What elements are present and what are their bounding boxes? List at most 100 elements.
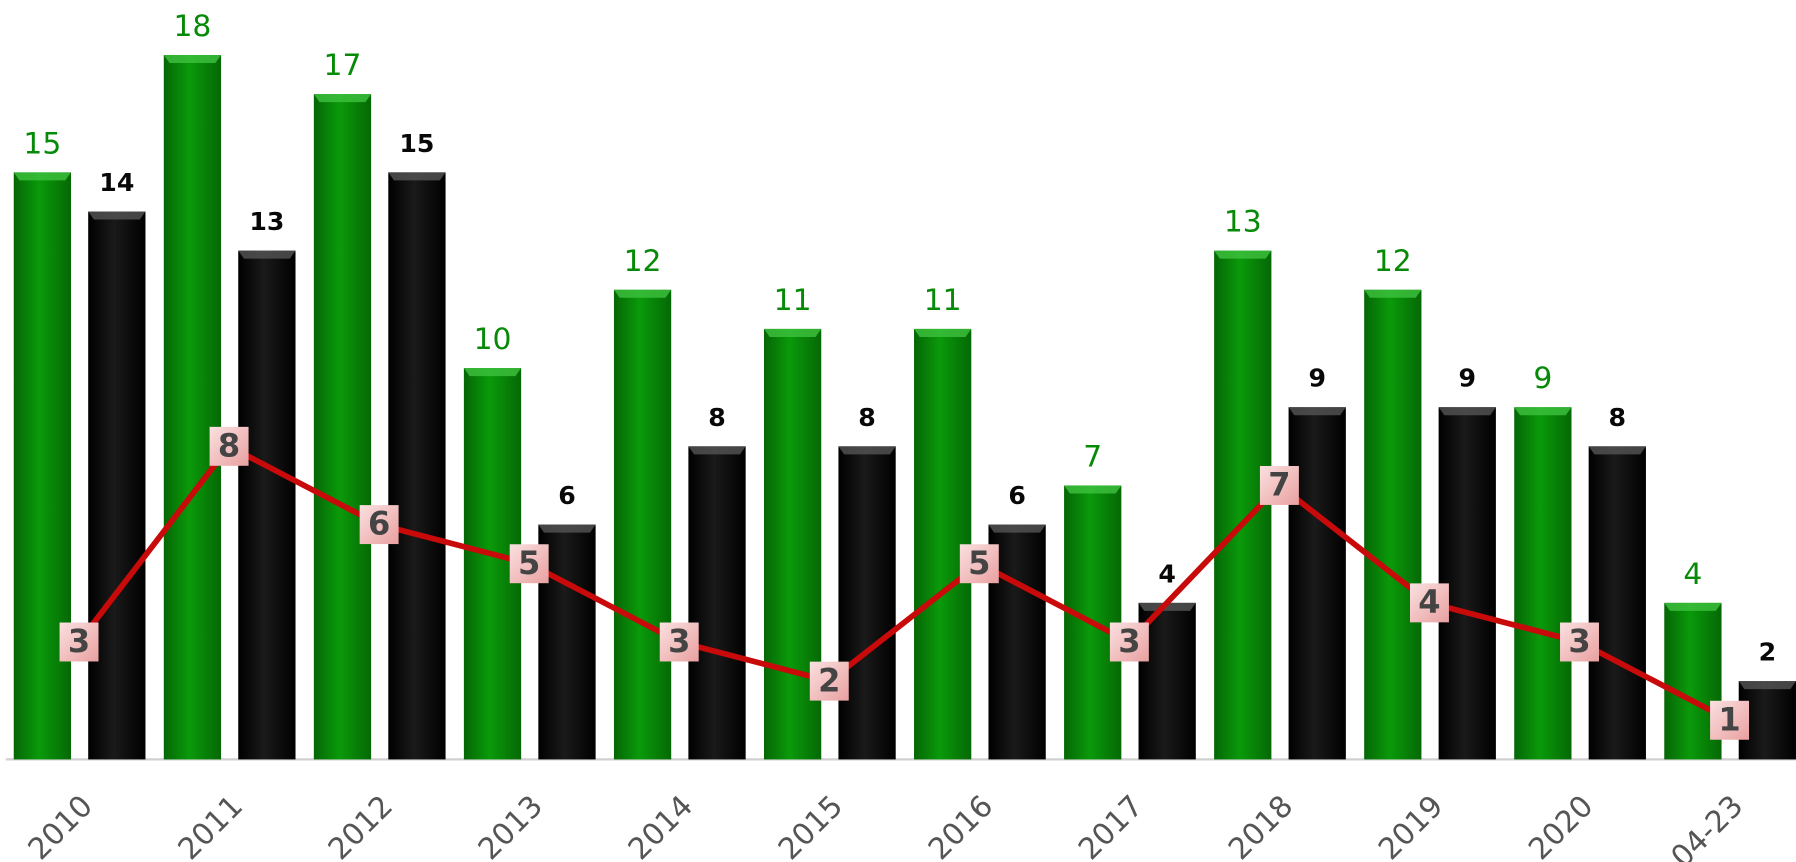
x-tick-label: 2017 [1072,789,1150,862]
line-marker [59,622,99,662]
bar-cap [538,524,596,533]
bar-cap [1288,407,1346,416]
bar-cap [763,328,822,337]
bar [1514,407,1572,760]
line-marker [959,544,999,584]
value-label: 8 [858,403,876,432]
x-tick-label: 2014 [622,789,700,862]
value-label: 15 [23,126,61,161]
bar-cap [1588,446,1646,455]
line-marker [1109,622,1149,662]
bar-cap [838,446,896,455]
bar-cap [1214,250,1272,259]
value-label: 7 [1083,439,1102,474]
value-label: 9 [1308,364,1326,393]
value-label: 17 [324,48,362,83]
x-tick-label: 2012 [322,789,400,862]
bar-cap [1064,485,1122,494]
value-label: 12 [624,244,662,279]
x-tick-label: 2010 [22,789,100,862]
bar-cap [1664,602,1722,611]
bar [163,54,222,760]
bar-cap [163,54,222,63]
bar-cap [463,368,522,377]
line-marker [1259,465,1299,505]
line-value-label: 3 [68,622,90,660]
line-value-label: 2 [818,661,840,699]
line-marker [659,622,699,662]
line-value-label: 3 [1118,622,1140,660]
line-marker [1710,700,1750,740]
value-label: 8 [1609,403,1627,432]
line-value-label: 5 [518,544,540,582]
value-label: 9 [1533,361,1552,396]
bar [838,446,896,760]
bar-cap [1364,289,1422,298]
line-marker [359,505,399,545]
line-marker [1409,583,1449,623]
line-value-label: 3 [1568,622,1590,660]
bar [88,211,146,760]
x-tick-label: 2016 [922,789,1000,862]
bar [313,94,372,760]
bar-cap [13,172,72,181]
value-label: 13 [249,207,284,236]
x-tick-label: 2018 [1222,789,1300,862]
value-label: 6 [558,481,576,510]
bar-cap [688,446,746,455]
x-tick-label: 2019 [1372,789,1450,862]
bar-cap [313,94,372,103]
bar [1438,407,1496,760]
bar-cap [1438,407,1496,416]
line-value-label: 6 [368,505,390,543]
bar [1364,289,1422,760]
x-tick-label: 2020 [1522,789,1600,862]
line-value-label: 5 [968,544,990,582]
x-tick-label: 2013 [472,789,550,862]
value-label: 12 [1374,244,1412,279]
bar [238,250,296,760]
bar [613,289,672,760]
value-label: 4 [1158,559,1176,588]
line-value-label: 3 [668,622,690,660]
value-label: 11 [924,283,962,318]
plot-area: 15 18 17 10 12 11 11 7 13 12 9 4 14 13 15 6 8 8 6 4 9 9 8 2 2010… [5,9,1796,862]
bar-cap [914,328,972,337]
line-value-label: 8 [218,426,240,464]
bar-cap [1138,602,1196,611]
line-marker [809,661,849,701]
value-label: 2 [1759,638,1777,667]
bar-cap [388,172,446,181]
value-label: 10 [474,322,512,357]
line-marker [509,544,549,584]
line-value-label: 4 [1418,583,1440,621]
bar [688,446,746,760]
bar-cap [613,289,672,298]
x-tick-label: 04-23 [1664,789,1750,862]
bar [13,172,72,760]
bar-cap [1738,681,1796,690]
bar [1288,407,1346,760]
bar-cap [1514,407,1572,416]
value-label: 4 [1683,557,1702,592]
value-label: 18 [173,9,211,44]
line [76,442,1731,723]
bar [388,172,446,760]
bar-cap [238,250,296,259]
line-marker [209,426,249,466]
bar-cap [88,211,146,220]
bar [1588,446,1646,760]
line-marker [1560,622,1599,662]
value-label: 11 [774,283,812,318]
value-label: 13 [1224,205,1262,240]
bar-cap [988,524,1046,533]
x-tick-label: 2011 [172,789,250,862]
value-label: 15 [399,129,434,158]
value-label: 9 [1458,364,1476,393]
value-label: 6 [1008,481,1026,510]
line-value-label: 7 [1268,466,1290,504]
bar [914,328,972,760]
value-label: 14 [99,168,134,197]
x-tick-label: 2015 [772,789,850,862]
